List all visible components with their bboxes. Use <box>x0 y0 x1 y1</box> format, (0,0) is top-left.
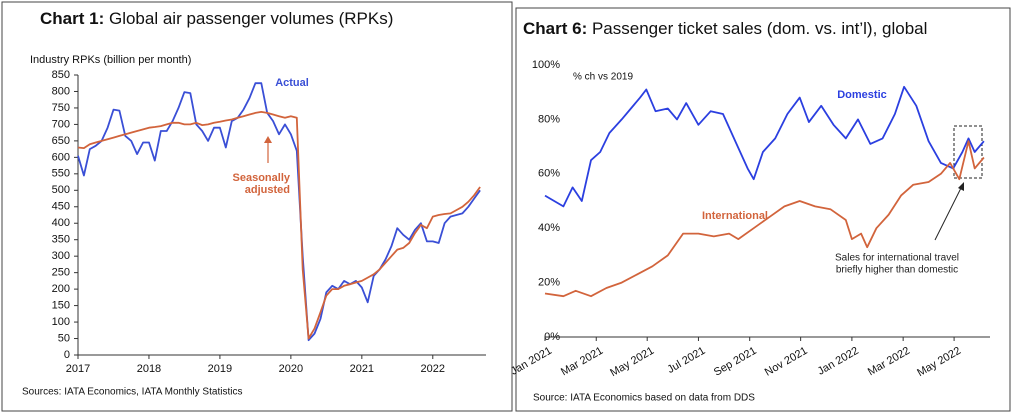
y-axis-label: Industry RPKs (billion per month) <box>30 54 191 66</box>
y-tick-label: 500 <box>52 184 70 196</box>
y-tick-label: 750 <box>52 102 70 114</box>
y-tick-label: 40% <box>538 222 560 234</box>
y-tick-label: 650 <box>52 135 70 147</box>
x-tick-label: Sep 2021 <box>712 345 759 379</box>
annotation: Seasonally <box>233 172 291 184</box>
series-line <box>77 82 481 342</box>
y-tick-label: 100 <box>52 316 70 328</box>
x-tick-label: 2020 <box>279 363 303 375</box>
x-tick-label: Mar 2022 <box>866 345 912 379</box>
y-tick-label: 300 <box>52 250 70 262</box>
y-tick-label: 400 <box>52 217 70 229</box>
x-tick-label: 2022 <box>421 363 445 375</box>
x-tick-label: Nov 2021 <box>763 345 810 379</box>
annotation-arrowhead <box>958 182 964 191</box>
annotation: adjusted <box>245 184 290 196</box>
x-tick-label: 2017 <box>66 363 90 375</box>
chart-title-text: Global air passenger volumes (RPKs) <box>109 9 393 28</box>
y-tick-label: 200 <box>52 283 70 295</box>
annotation-arrow <box>934 185 963 241</box>
x-tick-label: May 2022 <box>915 345 963 380</box>
x-tick-label: May 2021 <box>608 345 656 380</box>
y-tick-label: 150 <box>52 299 70 311</box>
x-tick-label: 2021 <box>350 363 374 375</box>
series-line <box>77 111 481 340</box>
y-tick-label: 700 <box>52 118 70 130</box>
y-tick-label: 850 <box>52 69 70 81</box>
x-tick-label: Mar 2021 <box>559 345 605 379</box>
annotation: Sales for international travel <box>835 253 959 264</box>
annotation-arrowhead <box>264 136 272 143</box>
y-tick-label: 550 <box>52 168 70 180</box>
y-tick-label: 250 <box>52 267 70 279</box>
series-line <box>544 85 985 208</box>
y-tick-label: 0% <box>544 331 560 343</box>
y-tick-label: 20% <box>538 277 560 289</box>
x-tick-label: Jul 2021 <box>665 345 707 376</box>
panel-border <box>515 7 1011 412</box>
x-tick-label: 2018 <box>137 363 161 375</box>
annotation: Actual <box>275 77 309 89</box>
y-tick-label: 450 <box>52 201 70 213</box>
y-tick-label: 350 <box>52 234 70 246</box>
chart-title: Chart 6: Passenger ticket sales (dom. vs… <box>523 19 927 38</box>
series-line <box>544 140 985 298</box>
y-tick-label: 60% <box>538 168 560 180</box>
chart-title: Chart 1: Global air passenger volumes (R… <box>40 9 393 28</box>
annotation: International <box>702 210 768 222</box>
chart-number: Chart 1: <box>40 9 104 28</box>
y-tick-label: 800 <box>52 85 70 97</box>
annotation: Domestic <box>837 89 887 101</box>
y-axis-label: % ch vs 2019 <box>573 72 633 83</box>
chart-title-text: Passenger ticket sales (dom. vs. int’l),… <box>592 19 927 38</box>
y-tick-label: 50 <box>58 332 70 344</box>
source-note: Source: IATA Economics based on data fro… <box>533 393 755 404</box>
chart-number: Chart 6: <box>523 19 587 38</box>
annotation: briefly higher than domestic <box>836 265 958 276</box>
x-tick-label: 2019 <box>208 363 232 375</box>
y-tick-label: 80% <box>538 113 560 125</box>
y-tick-label: 100% <box>532 59 560 71</box>
y-tick-label: 0 <box>64 349 70 361</box>
highlight-box <box>953 125 983 179</box>
y-tick-label: 600 <box>52 151 70 163</box>
source-note: Sources: IATA Economics, IATA Monthly St… <box>22 387 242 398</box>
panel-border <box>1 1 513 412</box>
x-tick-label: Jan 2022 <box>816 345 861 378</box>
